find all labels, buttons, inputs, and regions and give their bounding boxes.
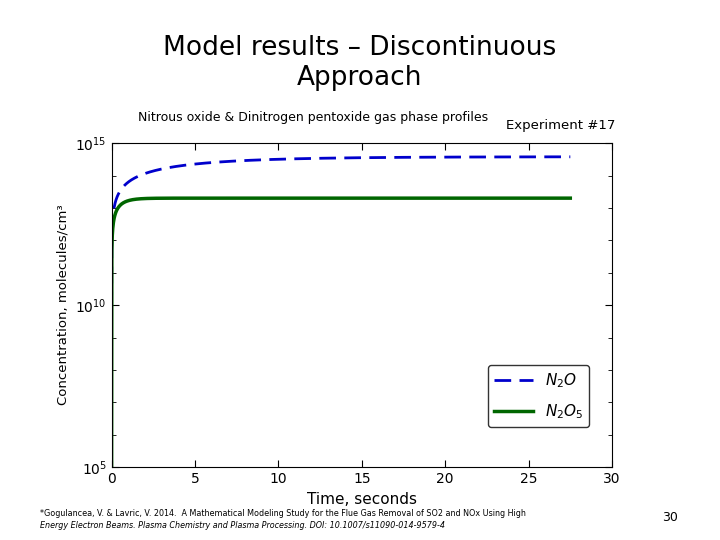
Y-axis label: Concentration, molecules/cm³: Concentration, molecules/cm³	[57, 205, 70, 406]
Text: *Gogulancea, V. & Lavric, V. 2014.  A Mathematical Modeling Study for the Flue G: *Gogulancea, V. & Lavric, V. 2014. A Mat…	[40, 509, 526, 518]
Text: Nitrous oxide & Dinitrogen pentoxide gas phase profiles: Nitrous oxide & Dinitrogen pentoxide gas…	[138, 111, 488, 124]
Text: 30: 30	[662, 511, 678, 524]
Text: Model results – Discontinuous: Model results – Discontinuous	[163, 35, 557, 61]
Legend: $N_2O$, $N_2O_5$: $N_2O$, $N_2O_5$	[488, 365, 590, 427]
X-axis label: Time, seconds: Time, seconds	[307, 491, 417, 507]
Text: Energy Electron Beams. Plasma Chemistry and Plasma Processing. DOI: 10.1007/s110: Energy Electron Beams. Plasma Chemistry …	[40, 521, 445, 530]
Text: Experiment #17: Experiment #17	[506, 119, 616, 132]
Text: Approach: Approach	[297, 65, 423, 91]
